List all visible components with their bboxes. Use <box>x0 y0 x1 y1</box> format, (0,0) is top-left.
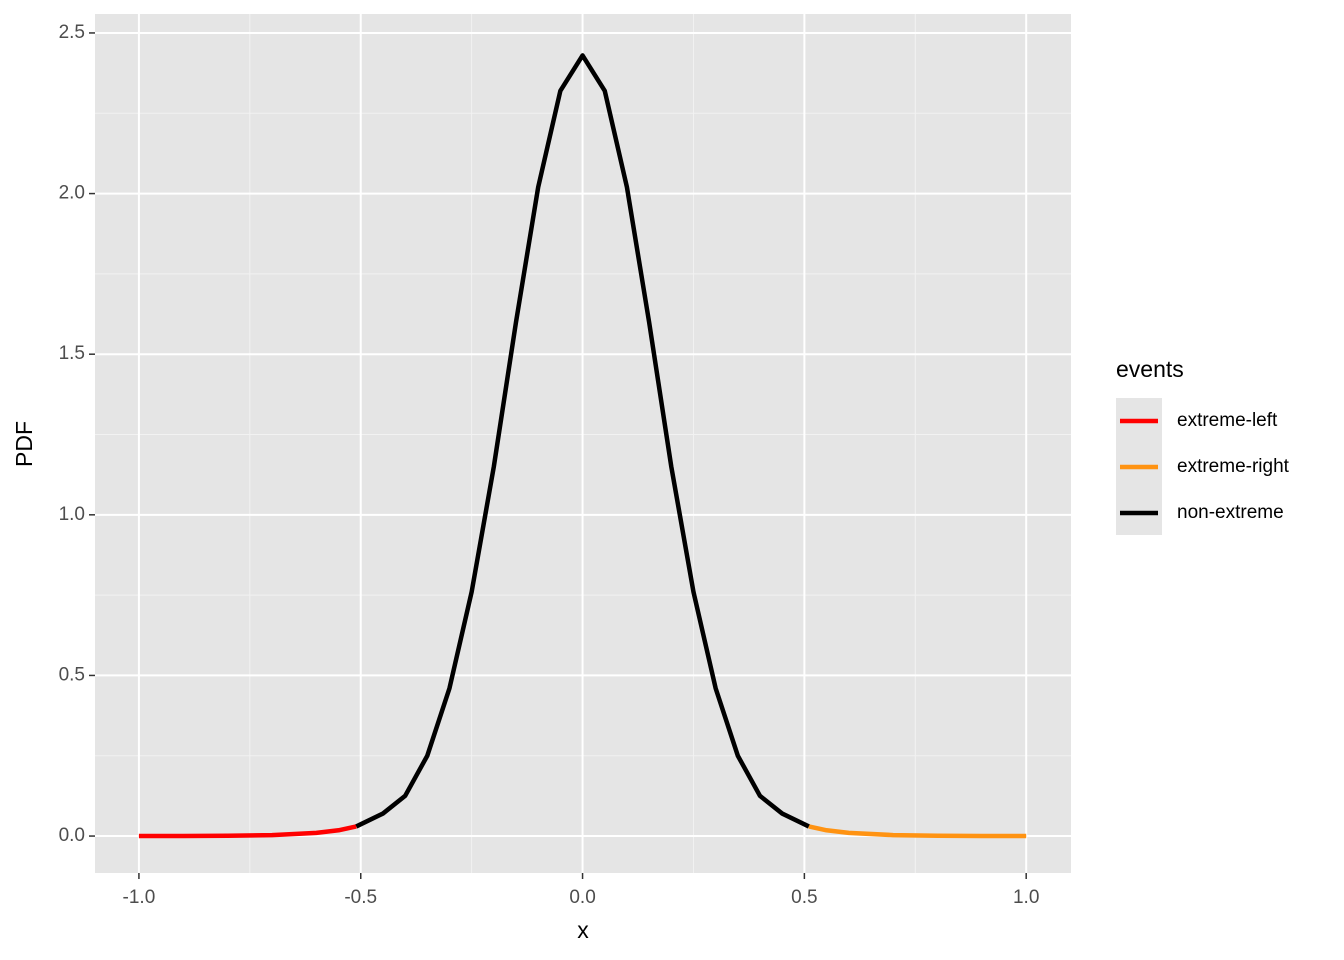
y-tick-label: 2.0 <box>59 183 85 204</box>
y-tick-label: 0.0 <box>59 825 85 846</box>
series-line <box>355 53 810 829</box>
x-tick-label: 0.0 <box>569 887 595 908</box>
legend-label: extreme-left <box>1177 410 1278 431</box>
y-tick-label: 0.5 <box>59 664 85 685</box>
legend-label: non-extreme <box>1177 502 1284 523</box>
series-line <box>138 824 357 839</box>
x-tick-label: 1.0 <box>1013 887 1039 908</box>
legend-label: extreme-right <box>1177 456 1290 477</box>
series-line <box>808 824 1027 839</box>
x-tick-label: 0.5 <box>791 887 817 908</box>
y-axis-title: PDF <box>11 421 37 467</box>
y-tick-label: 2.5 <box>59 22 85 43</box>
y-tick-label: 1.0 <box>59 504 85 525</box>
x-tick-label: -0.5 <box>344 887 377 908</box>
y-tick-label: 1.5 <box>59 343 85 364</box>
legend: extreme-left extreme-right non-extreme <box>1116 398 1290 535</box>
x-tick-label: -1.0 <box>123 887 156 908</box>
legend-title: events <box>1116 356 1184 382</box>
x-axis-title: x <box>577 917 589 943</box>
